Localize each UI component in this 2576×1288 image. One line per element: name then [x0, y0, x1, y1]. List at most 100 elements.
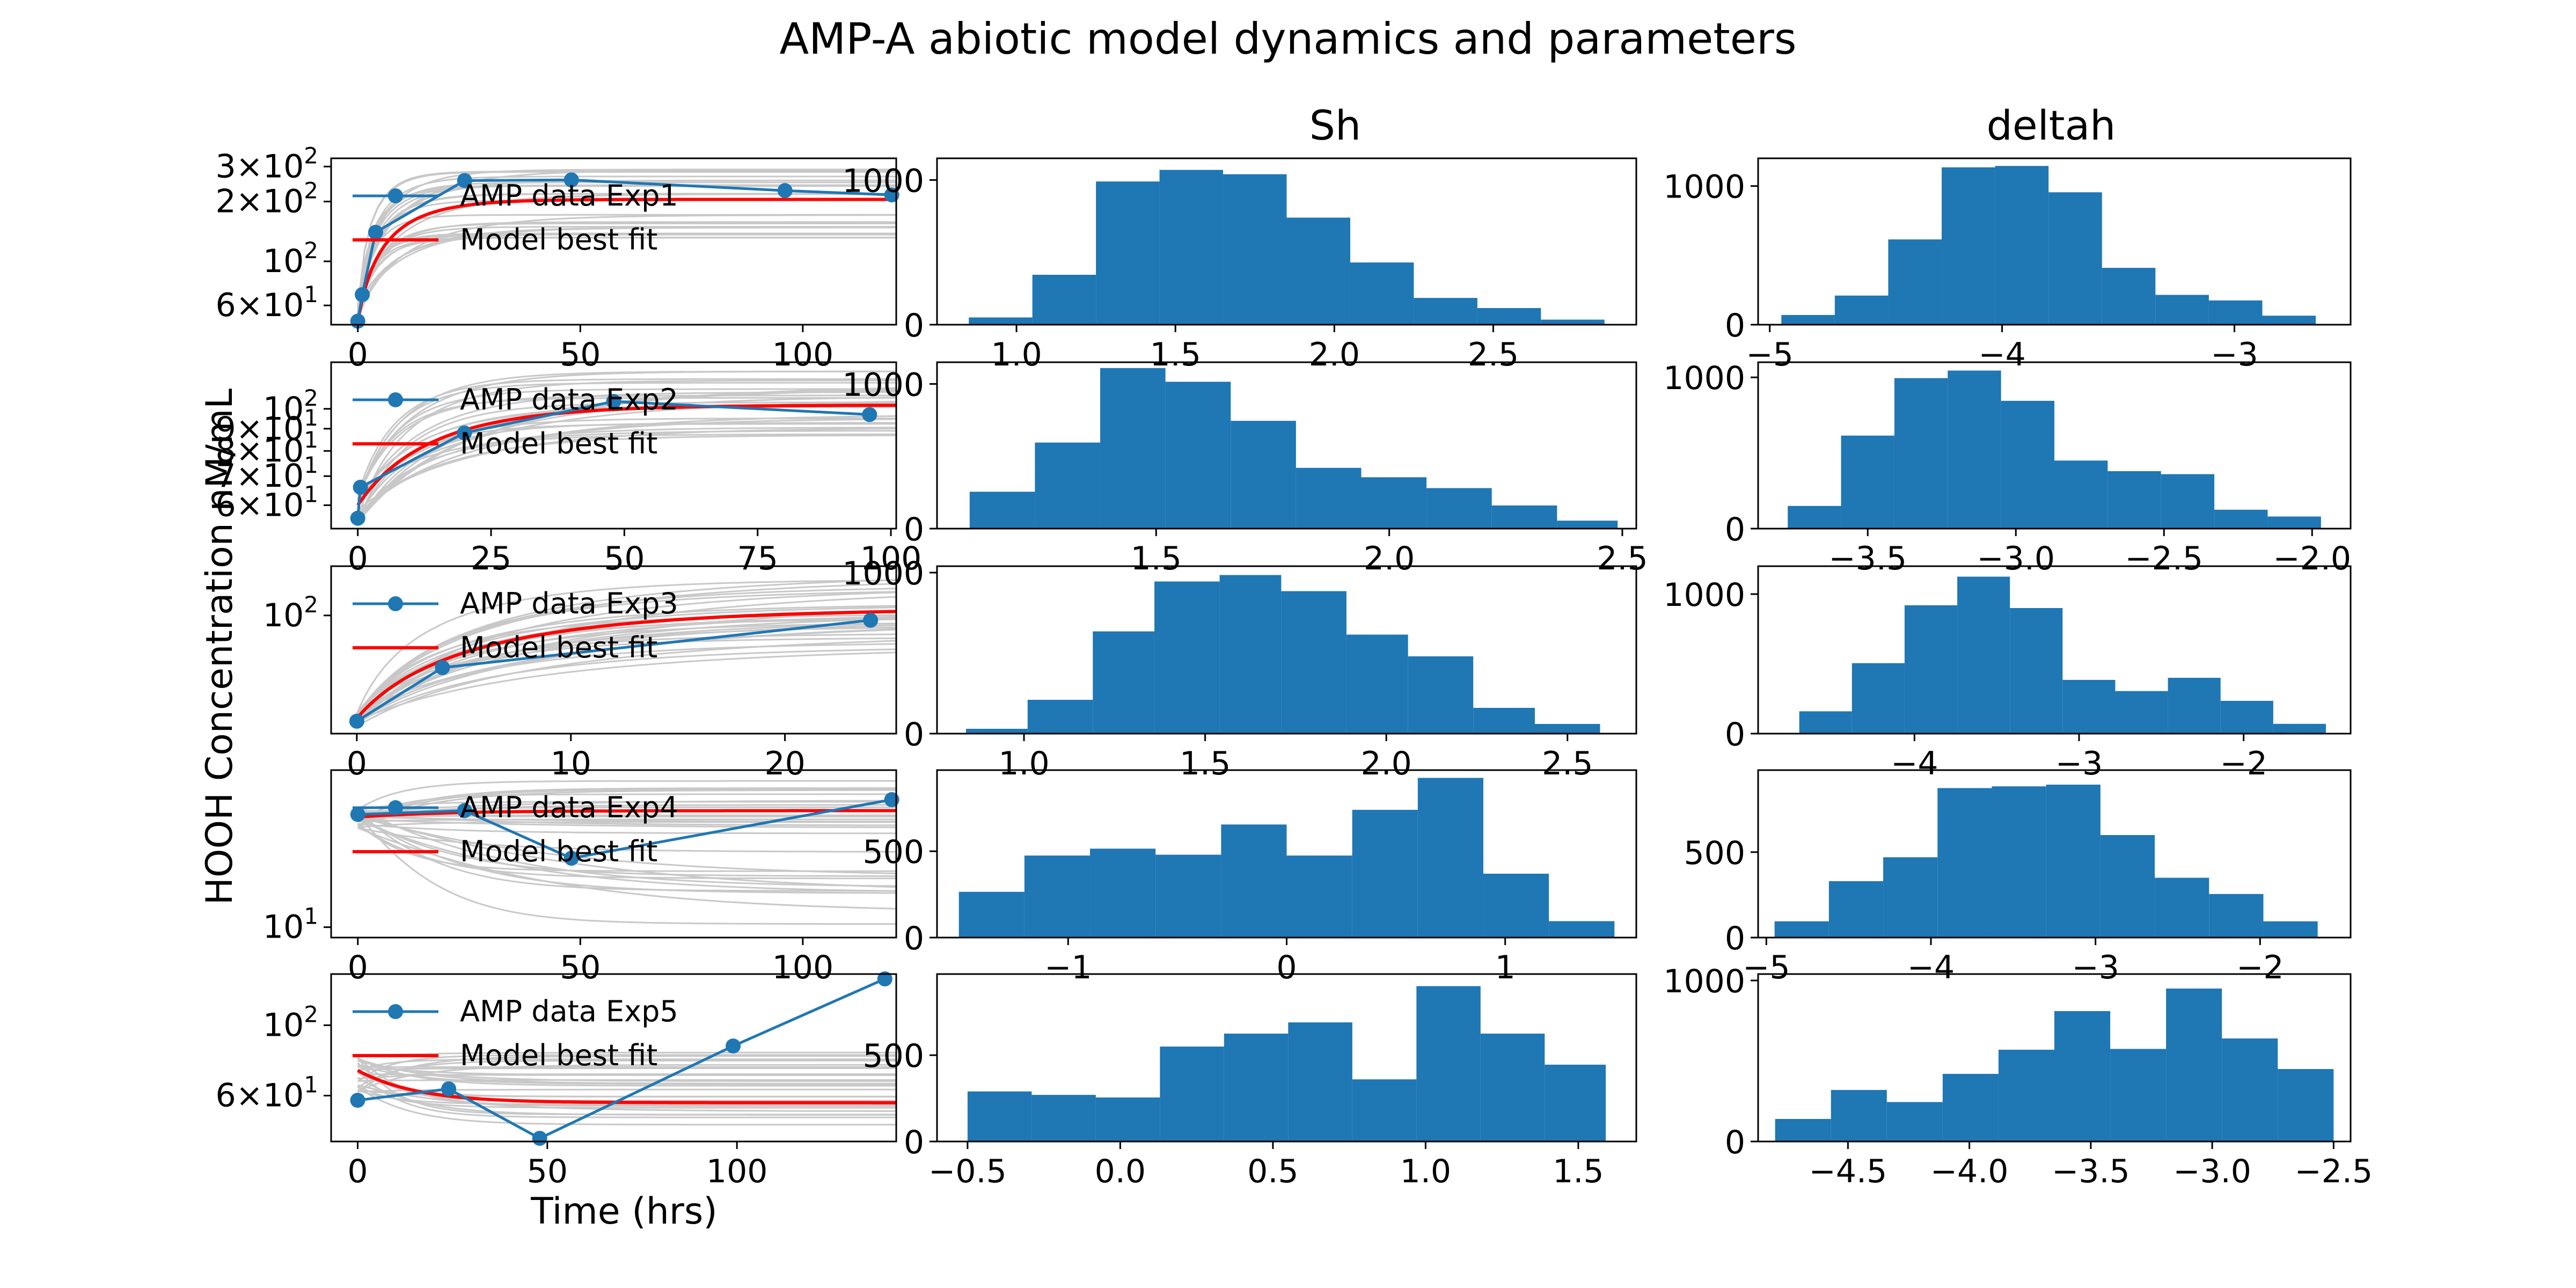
histogram-bar — [1100, 368, 1166, 529]
panel-sh1: 1.0 1.5 2.0 2.5 0 1000 — [842, 157, 1637, 374]
x-tick-label: 1.5 — [1553, 1153, 1604, 1190]
ensemble-curve — [357, 427, 896, 519]
x-tick-label: 100 — [860, 540, 922, 577]
histogram-bar — [1886, 1102, 1943, 1141]
x-tick-label: −4 — [1978, 336, 2025, 374]
x-tick-label: 1.5 — [1150, 336, 1201, 374]
panel-plot-area — [356, 169, 896, 321]
y-tick-label: 102 — [263, 591, 318, 634]
y-axis-label: HOOH Concentration nM/mL — [199, 389, 241, 905]
y-tick-base: 10 — [263, 909, 304, 946]
ensemble-curve — [357, 1060, 896, 1082]
data-point — [532, 1131, 547, 1146]
ensemble-curve — [357, 401, 896, 523]
x-tick-label: 2.5 — [1542, 745, 1593, 782]
legend-model-label: Model best fit — [460, 223, 657, 257]
legend-data-swatch-marker — [388, 800, 403, 815]
panel-sh4: −1 0 1 0 500 — [862, 769, 1637, 986]
x-tick-label: 0.5 — [1247, 1153, 1298, 1190]
histogram-bar — [1894, 378, 1948, 529]
y-tick-label: 2×102 — [215, 178, 318, 221]
y-tick-exponent: 2 — [304, 591, 318, 618]
x-tick-label: 2.0 — [1309, 336, 1360, 374]
panel-exp1-frame — [330, 157, 897, 326]
histogram-bar — [2278, 1069, 2334, 1141]
y-tick-times: × — [236, 410, 263, 448]
panel-dh5-frame — [1757, 973, 2352, 1143]
histogram-bar — [2046, 785, 2101, 938]
data-point — [441, 1081, 457, 1096]
x-tick-label: 1.5 — [1131, 540, 1182, 577]
histogram-bar — [1775, 1119, 1831, 1141]
histogram-bar — [1031, 1095, 1096, 1141]
panel-exp3-frame — [330, 565, 897, 735]
y-tick-label: 0 — [1725, 307, 1745, 345]
ensemble-curve — [357, 1064, 896, 1092]
histogram-bar — [2208, 300, 2263, 325]
y-tick-exponent: 1 — [304, 427, 318, 453]
histogram-bar — [2115, 691, 2168, 734]
y-tick-times: × — [236, 183, 263, 221]
ensemble-curve — [357, 1056, 896, 1107]
ensemble-curve — [357, 780, 896, 810]
ensemble-curve — [357, 233, 896, 306]
histogram-bar — [1361, 477, 1427, 529]
ensemble-curve — [357, 370, 896, 501]
ensemble-curve — [357, 222, 896, 317]
ensemble-curve — [357, 1054, 896, 1082]
histogram-bar — [1841, 435, 1894, 529]
x-tick-label: 75 — [737, 540, 778, 577]
histogram-bar — [1408, 656, 1474, 734]
x-tick-label: −4 — [1907, 949, 1955, 986]
histogram-bar — [1995, 166, 2049, 325]
histogram-bar — [1851, 663, 1905, 734]
ensemble-curve — [357, 1070, 896, 1118]
ensemble-curve — [357, 815, 896, 877]
histogram-bar — [1834, 295, 1889, 325]
histogram-bar — [2222, 1038, 2278, 1141]
x-tick-label: −3 — [2211, 336, 2258, 374]
histogram-bar — [2273, 723, 2326, 734]
y-tick-label: 0 — [904, 511, 924, 548]
data-point — [355, 287, 370, 302]
histogram-bar — [1160, 1046, 1224, 1141]
ensemble-curve — [357, 1057, 896, 1116]
panel-sh2-frame — [936, 361, 1637, 530]
data-point — [777, 183, 793, 199]
data-point — [349, 713, 364, 729]
histogram-bar — [1904, 605, 1958, 734]
x-tick-label: 0 — [348, 949, 368, 986]
y-tick-base: 10 — [263, 183, 304, 221]
y-tick-label: 500 — [862, 1037, 924, 1075]
x-tick-label: 1.0 — [1400, 1153, 1451, 1190]
ensemble-curve — [357, 199, 896, 318]
histogram-bar — [1286, 217, 1350, 325]
legend-data-label: AMP data Exp3 — [460, 587, 678, 620]
panel-exp4: 0 50 100 101 AMP data Exp4 Model best fit — [263, 769, 899, 986]
ensemble-curve — [357, 415, 896, 515]
y-tick-mantissa: 6 — [215, 486, 236, 524]
x-tick-label: 1.0 — [998, 745, 1049, 782]
y-tick-label: 102 — [263, 1001, 318, 1044]
ensemble-curve — [357, 1062, 896, 1102]
x-tick-label: 50 — [527, 1153, 568, 1190]
data-point — [350, 807, 365, 822]
histogram-bar — [1159, 170, 1224, 325]
x-tick-label: −3.5 — [1828, 540, 1907, 577]
ensemble-curve — [357, 827, 896, 853]
histogram-bar — [958, 891, 1024, 938]
ensemble-curve — [357, 193, 896, 308]
ensemble-curve — [357, 1059, 896, 1089]
legend-data-swatch-marker — [388, 1004, 403, 1019]
histogram-bar — [1883, 857, 1938, 938]
histogram-bar — [2054, 460, 2108, 529]
y-tick-label: 1000 — [1663, 360, 1745, 397]
x-tick-label: 1 — [1495, 949, 1516, 986]
y-tick-times: × — [236, 1077, 263, 1114]
histogram-bar — [1288, 1022, 1352, 1141]
x-tick-label: 0 — [347, 745, 367, 782]
histogram-bar — [1093, 631, 1155, 734]
y-tick-mantissa: 8 — [215, 432, 236, 470]
panel-sh3: 1.0 1.5 2.0 2.5 0 1000 — [842, 555, 1637, 782]
histogram-bar — [1231, 421, 1296, 529]
